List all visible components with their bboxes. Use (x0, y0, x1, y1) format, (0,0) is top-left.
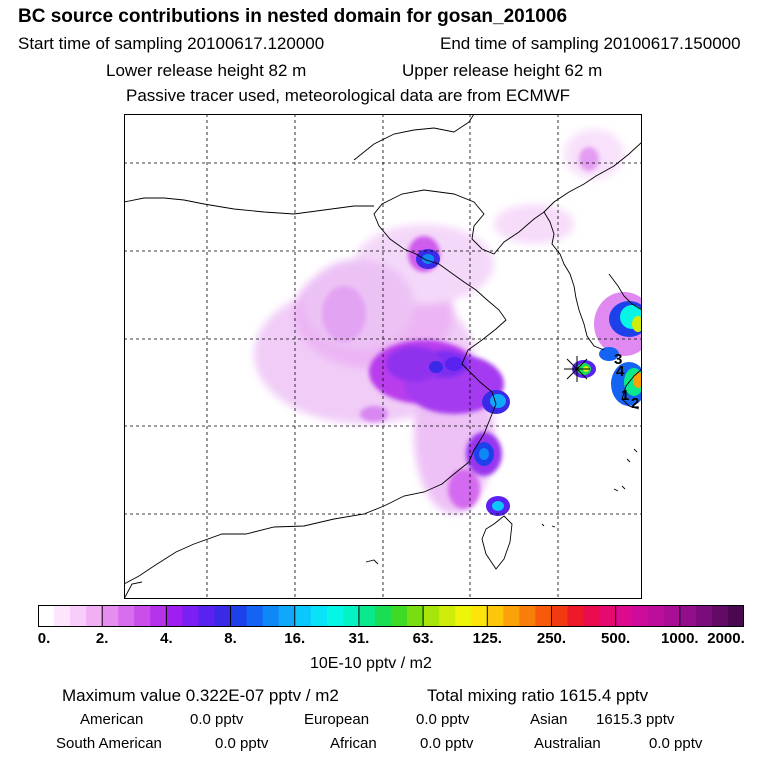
colorbar-tick-label: 0. (37, 630, 51, 647)
european-label: European (304, 711, 370, 728)
african-label: African (330, 735, 377, 752)
colorbar-swatch (679, 605, 697, 627)
start-time: Start time of sampling 20100617.120000 (18, 34, 325, 53)
end-time: End time of sampling 20100617.150000 (440, 34, 741, 53)
colorbar-swatch (583, 605, 601, 627)
map-frame (124, 114, 642, 599)
colorbar-swatch (182, 605, 200, 627)
colorbar-swatch (423, 605, 440, 627)
colorbar-swatch (54, 605, 71, 627)
max-value: Maximum value 0.322E-07 pptv / m2 (62, 686, 339, 705)
colorbar-swatch (326, 605, 344, 627)
receptor-marker (564, 356, 590, 382)
colorbar-swatch (166, 605, 184, 627)
south-american-value: 0.0 pptv (215, 735, 269, 752)
colorbar-swatch (663, 605, 681, 627)
colorbar-swatch (567, 605, 585, 627)
colorbar-swatch (358, 605, 376, 627)
colorbar-tick-label: 63. (412, 630, 434, 647)
colorbar-units: 10E-10 pptv / m2 (310, 655, 432, 672)
colorbar-swatch (86, 605, 103, 627)
australian-label: Australian (534, 735, 601, 752)
lower-release-height: Lower release height 82 m (106, 61, 307, 80)
coastlines (124, 114, 642, 599)
colorbar-swatch (118, 605, 135, 627)
colorbar-swatch (647, 605, 665, 627)
label-2: 2 (631, 395, 639, 412)
australian-value: 0.0 pptv (649, 735, 703, 752)
colorbar-swatch (407, 605, 424, 627)
colorbar-swatch (711, 605, 729, 627)
concentration-field (254, 129, 642, 516)
european-value: 0.0 pptv (416, 711, 470, 728)
colorbar-swatch (214, 605, 232, 627)
colorbar-swatch (294, 605, 312, 627)
colorbar-swatch (198, 605, 216, 627)
label-4: 4 (616, 363, 625, 380)
colorbar-swatch (471, 605, 488, 627)
colorbar-swatch (391, 605, 408, 627)
colorbar-tick-label: 16. (284, 630, 306, 647)
colorbar-swatch (246, 605, 264, 627)
colorbar-swatch (262, 605, 280, 627)
upper-release-height: Upper release height 62 m (402, 61, 603, 80)
colorbar-frame (38, 605, 744, 627)
american-value: 0.0 pptv (190, 711, 244, 728)
colorbar-tick-label: 500. (601, 630, 631, 647)
label-3: 3 (614, 351, 622, 368)
lat-lon-grid (124, 114, 642, 599)
colorbar-tick-label: 250. (536, 630, 567, 647)
colorbar-swatch (487, 605, 504, 627)
tracer-note: Passive tracer used, meteorological data… (126, 86, 571, 105)
colorbar (38, 605, 744, 627)
colorbar-swatch (503, 605, 520, 627)
american-label: American (80, 711, 144, 728)
colorbar-swatch (615, 605, 633, 627)
colorbar-swatch (310, 605, 328, 627)
colorbar-swatch (38, 605, 55, 627)
plot-title: BC source contributions in nested domain… (18, 6, 568, 27)
colorbar-swatch (439, 605, 456, 627)
colorbar-swatch (599, 605, 617, 627)
colorbar-swatch (70, 605, 87, 627)
african-value: 0.0 pptv (420, 735, 474, 752)
colorbar-tick-label: 4. (160, 630, 173, 647)
colorbar-swatch (551, 605, 569, 627)
colorbar-swatch (519, 605, 537, 627)
asian-value: 1615.3 pptv (596, 711, 675, 728)
colorbar-swatch (695, 605, 713, 627)
colorbar-tick-label: 125. (472, 630, 502, 647)
colorbar-tick-label: 31. (348, 630, 370, 647)
colorbar-tick-label: 2. (95, 630, 109, 647)
colorbar-swatch (535, 605, 553, 627)
colorbar-swatch (230, 605, 248, 627)
south-american-label: South American (56, 735, 162, 752)
colorbar-swatch (631, 605, 649, 627)
colorbar-tick-label: 8. (224, 630, 237, 647)
asian-label: Asian (530, 711, 568, 728)
colorbar-swatch (727, 605, 744, 627)
colorbar-swatch (102, 605, 119, 627)
colorbar-tick-label: 1000. (661, 630, 699, 647)
label-1: 1 (621, 387, 629, 404)
colorbar-tick-label: 2000. (707, 630, 745, 647)
colorbar-swatch (455, 605, 472, 627)
total-mixing-ratio: Total mixing ratio 1615.4 pptv (427, 686, 649, 705)
colorbar-swatch (134, 605, 151, 627)
colorbar-swatch (374, 605, 392, 627)
colorbar-swatch (150, 605, 167, 627)
source-contribution-map: 3 4 1 2 (124, 114, 642, 599)
colorbar-swatch (278, 605, 296, 627)
colorbar-swatch (342, 605, 360, 627)
